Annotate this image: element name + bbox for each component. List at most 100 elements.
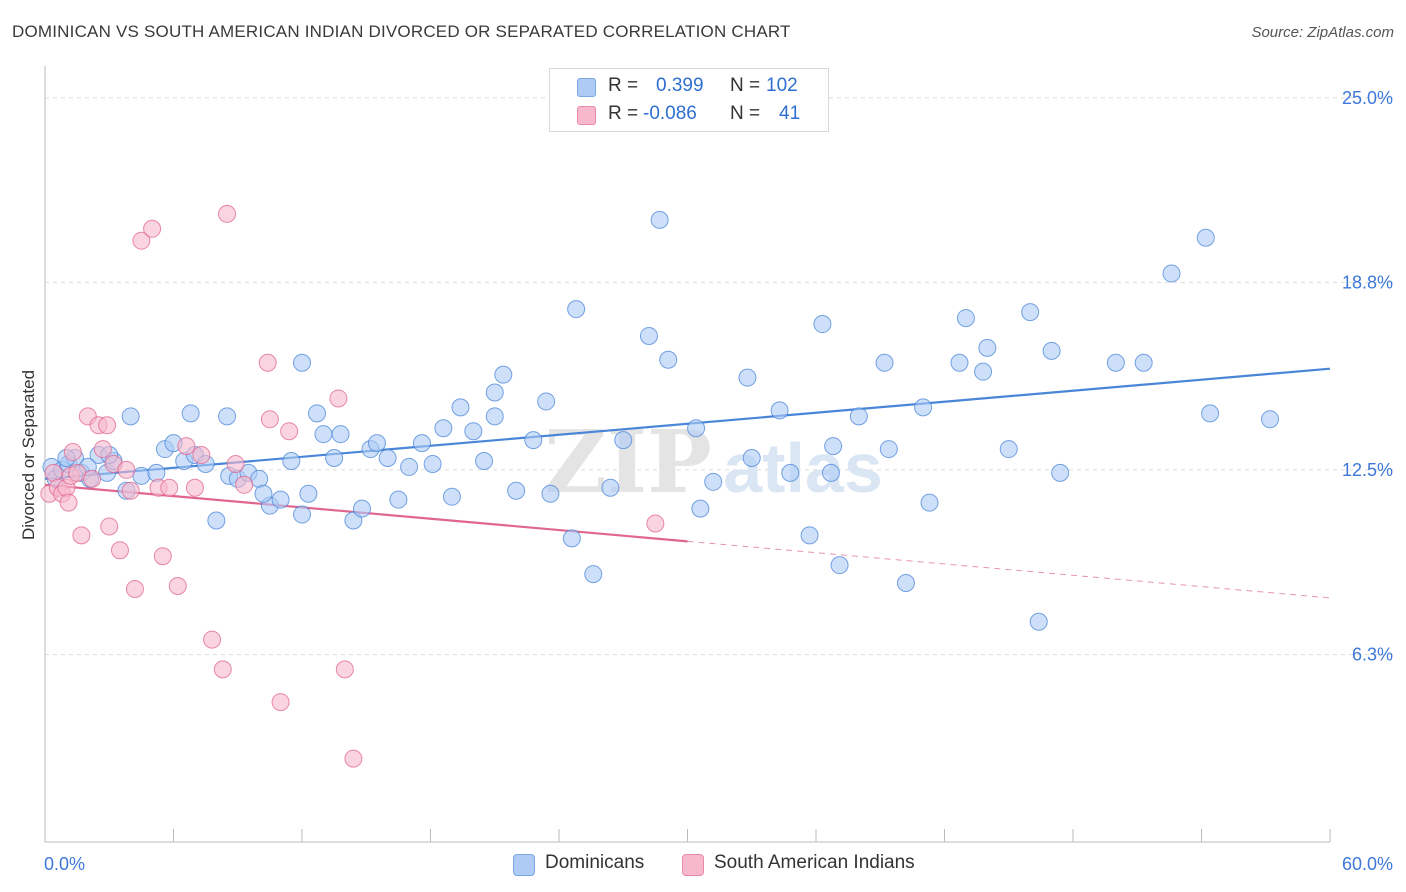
dominican-point: [207, 511, 226, 530]
south-american-indian-point: [271, 693, 290, 712]
south-american-indian-point: [168, 577, 187, 595]
dominican-point: [770, 401, 789, 420]
south-american-indian-point: [646, 514, 665, 533]
dominican-point: [1162, 264, 1181, 283]
south-american-indian-point: [98, 416, 117, 435]
legend-item-dominicans[interactable]: Dominicans: [513, 852, 663, 878]
dominican-point: [999, 440, 1018, 459]
dominican-point: [1261, 410, 1280, 429]
dominican-point: [147, 463, 166, 482]
dominican-point: [121, 407, 140, 426]
dominican-point: [451, 398, 470, 417]
dominican-point: [475, 451, 494, 470]
watermark-zip: ZIP: [544, 412, 712, 513]
legend-row-dominicans: R = 0.399 N = 102: [550, 71, 828, 101]
legend-n-label: N =: [730, 103, 761, 124]
south-american-indian-point: [125, 579, 144, 598]
south-american-indian-point: [226, 454, 245, 473]
south-american-indian-point: [83, 469, 102, 488]
south-american-indian-point: [185, 478, 204, 497]
south-american-indian-point: [177, 437, 196, 456]
dominican-point: [813, 315, 832, 334]
legend-item-south-american-indians[interactable]: South American Indians: [682, 852, 942, 878]
trendline-extension: [687, 540, 1331, 599]
south-american-indian-point: [132, 231, 151, 250]
legend-swatch-south-american-indians: [577, 106, 596, 125]
legend-row-south-american-indians: R = -0.086 N = 41: [550, 99, 828, 129]
tick-labels: 6.3% 12.5% 18.8% 25.0% 0.0% 60.0%: [44, 88, 1393, 874]
dominican-point: [956, 309, 975, 328]
gridlines: [45, 97, 1395, 655]
south-american-indian-point: [260, 410, 279, 429]
south-american-indian-point: [93, 440, 112, 459]
dominican-point: [659, 350, 678, 369]
south-american-indian-point: [72, 526, 91, 545]
dominican-point: [567, 300, 586, 319]
dominican-point: [367, 434, 386, 453]
south-american-indian-point: [68, 463, 87, 482]
dominican-point: [978, 338, 997, 357]
dominican-point: [562, 529, 581, 548]
south-american-indian-point: [100, 517, 119, 536]
dominican-point: [314, 425, 333, 444]
y-tick-label: 25.0%: [1342, 88, 1393, 108]
dominican-point: [307, 404, 326, 423]
south-american-indian-point: [121, 481, 140, 500]
legend-r-value: -0.086: [643, 103, 697, 124]
dominican-point: [1029, 612, 1048, 631]
dominican-point: [896, 574, 915, 593]
dominican-point: [507, 481, 526, 500]
legend-swatch-dominicans: [577, 78, 596, 97]
legend-label: South American Indians: [714, 852, 915, 873]
south-american-indian-point: [44, 463, 63, 482]
dominican-point: [132, 466, 151, 485]
dominican-point: [250, 469, 269, 488]
south-american-indian-point: [63, 443, 82, 462]
legend-n-value: 41: [779, 103, 801, 124]
dominican-point: [378, 449, 397, 467]
dominican-point: [974, 362, 993, 381]
dominican-point: [601, 478, 620, 497]
dominican-point: [1134, 353, 1153, 372]
dominican-point: [824, 437, 843, 456]
dominican-point: [781, 463, 800, 482]
dominican-point: [485, 383, 504, 402]
dominican-point: [584, 565, 603, 584]
dominican-point: [742, 449, 761, 467]
dominican-point: [271, 490, 290, 509]
dominican-point: [325, 449, 344, 467]
south-american-indian-point: [258, 353, 277, 372]
dominican-point: [442, 487, 461, 506]
watermark: ZIP atlas: [544, 412, 883, 513]
south-american-indian-point: [203, 630, 222, 649]
dominican-point: [400, 457, 419, 476]
legend-r-label: R =: [608, 103, 639, 124]
south-american-indian-point: [335, 660, 354, 679]
y-axis-label: Divorced or Separated: [19, 370, 38, 540]
y-tick-label: 6.3%: [1352, 644, 1393, 664]
south-american-indian-point: [235, 475, 254, 494]
dominican-point: [704, 472, 723, 491]
dominican-point: [875, 353, 894, 372]
dominican-point: [849, 407, 868, 426]
dominican-point: [293, 505, 311, 524]
dominican-point: [691, 499, 710, 518]
dominican-point: [950, 353, 969, 372]
dominican-point: [614, 431, 633, 450]
south-american-indian-point: [192, 446, 211, 465]
stats-legend: R = 0.399 N = 102 R = -0.086 N = 41: [549, 68, 829, 132]
south-american-indian-point: [280, 422, 299, 441]
dominican-point: [800, 526, 819, 545]
y-tick-label: 12.5%: [1342, 460, 1393, 480]
dominican-point: [412, 434, 431, 453]
dominican-point: [485, 407, 504, 426]
south-american-indian-point: [153, 547, 172, 566]
dominican-point: [830, 556, 849, 575]
axes: [44, 66, 1331, 843]
dominican-point: [1196, 228, 1215, 247]
dominican-point: [331, 425, 350, 444]
south-american-indian-point: [160, 478, 179, 497]
legend-label: Dominicans: [545, 852, 645, 873]
dominican-point: [464, 422, 483, 441]
